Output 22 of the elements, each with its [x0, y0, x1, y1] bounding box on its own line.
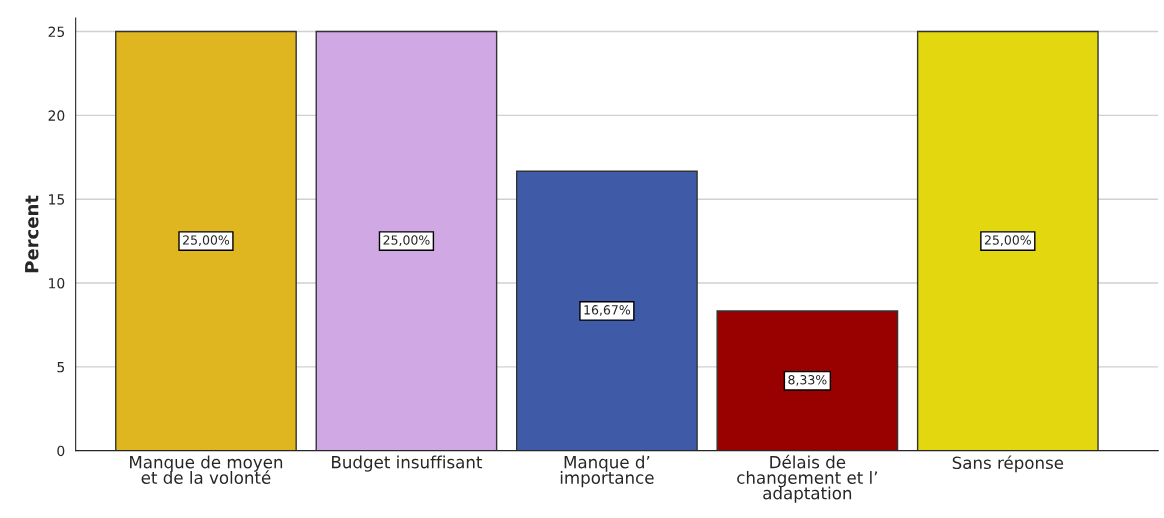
y-tick-label: 25	[48, 26, 65, 38]
bar	[515, 170, 698, 451]
x-tick-label: Sans réponse	[952, 455, 1064, 473]
y-tick-label: 20	[48, 110, 65, 121]
y-tick-label: 15	[49, 194, 65, 205]
bar	[315, 30, 498, 451]
x-tick-label: Manque de moyen et de la volonté	[130, 455, 283, 484]
y-tick-label: 0	[57, 445, 65, 457]
data-label: 25,00%	[183, 235, 230, 246]
y-tick-label: 5	[57, 361, 65, 373]
x-tick-label: Manque d’ importance	[560, 455, 654, 488]
y-axis-title: Percent	[25, 195, 39, 273]
x-tick-label: Budget insuffisant	[332, 455, 483, 472]
x-tick-label: Délais de changement et l’ adaptation	[737, 454, 878, 503]
data-label: 25,00%	[383, 235, 430, 246]
data-label: 8,33%	[788, 375, 827, 386]
y-tick-label: 10	[49, 277, 65, 289]
bar	[916, 30, 1099, 451]
bar	[716, 310, 899, 451]
data-label: 25,00%	[984, 235, 1031, 246]
bar	[115, 30, 297, 451]
data-label: 16,67%	[584, 305, 631, 316]
